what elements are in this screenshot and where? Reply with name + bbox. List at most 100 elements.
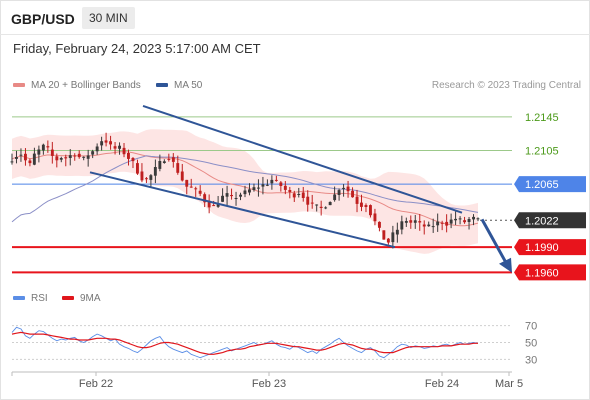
candle-body — [100, 141, 104, 146]
channel-upper-line — [142, 104, 463, 214]
candle-body — [378, 221, 381, 228]
candle-body — [257, 187, 260, 189]
candle-body — [167, 158, 171, 160]
candle-body — [440, 222, 444, 224]
candle-body — [185, 179, 189, 187]
candle-body — [46, 146, 50, 148]
candle-body — [315, 204, 319, 206]
x-tick-label-Feb-22: Feb 22 — [79, 378, 113, 390]
candle-body — [212, 205, 216, 207]
price-tag-bg-1.1990 — [514, 239, 586, 256]
candle-body — [239, 194, 242, 197]
instrument-pair: GBP/USD — [11, 11, 75, 27]
x-tick-label-Mar-5: Mar 5 — [495, 378, 523, 390]
candle-body — [476, 218, 480, 220]
candle-body — [342, 187, 345, 189]
candle-body — [306, 196, 310, 205]
candle-body — [261, 184, 265, 187]
candle-body — [463, 220, 466, 223]
candle-body — [230, 195, 233, 197]
rsi-ma9-line — [11, 331, 478, 355]
candle-body — [310, 202, 314, 204]
rsi-tick-30: 30 — [525, 354, 537, 366]
candle-body — [283, 185, 287, 190]
candle-body — [207, 200, 211, 208]
rsi-tick-50: 50 — [525, 338, 537, 350]
candle-body — [149, 175, 153, 180]
candle-body — [418, 221, 422, 223]
candle-body — [355, 196, 359, 204]
candle-body — [364, 205, 368, 207]
channel-lower-line — [89, 171, 396, 249]
candle-body — [449, 219, 453, 224]
candle-body — [292, 193, 296, 198]
candle-body — [324, 207, 328, 209]
candle-body — [176, 163, 180, 173]
candle-body — [409, 220, 413, 223]
candle-body — [404, 221, 408, 223]
candle-body — [445, 221, 449, 226]
candle-body — [252, 187, 256, 190]
candle-body — [360, 202, 363, 207]
ma20-legend-label: MA 20 + Bollinger Bands — [31, 80, 141, 91]
rsi-tick-70: 70 — [525, 321, 537, 333]
candle-body — [351, 190, 354, 198]
candle-body — [395, 229, 399, 235]
chart-header: GBP/USD 30 MIN — [0, 0, 590, 35]
price-tag-1.2022: 1.2022 — [525, 215, 559, 227]
candle-body — [413, 220, 417, 223]
candle-body — [198, 190, 202, 194]
candle-body — [153, 167, 157, 176]
candle-body — [162, 161, 166, 163]
candle-body — [274, 179, 278, 181]
legend-ma20: MA 20 + Bollinger Bands — [13, 80, 141, 92]
candle-body — [68, 155, 72, 158]
candle-body — [373, 213, 377, 222]
candle-body — [297, 194, 301, 195]
candle-body — [127, 153, 130, 159]
candle-body — [140, 171, 144, 181]
candle-body — [131, 158, 135, 162]
candle-body — [203, 194, 207, 203]
forecast-arrow-head — [499, 257, 512, 273]
price-tag-1.2145: 1.2145 — [525, 112, 559, 124]
ma20-swatch — [13, 83, 25, 88]
candle-body — [41, 144, 45, 151]
candle-body — [122, 147, 126, 155]
candle-body — [328, 202, 332, 206]
candle-body — [136, 163, 139, 174]
ma9-swatch — [62, 296, 74, 301]
legend-9ma: 9MA — [62, 293, 101, 305]
candle-body — [337, 190, 341, 195]
candle-body — [333, 194, 337, 201]
candle-body — [10, 161, 14, 163]
candle-body — [189, 186, 193, 188]
legend-ma50: MA 50 — [156, 80, 202, 92]
candle-body — [73, 155, 77, 157]
candle-body — [180, 171, 184, 181]
price-tag-1.1960: 1.1960 — [525, 267, 559, 279]
candle-body — [243, 190, 247, 195]
rsi-swatch — [13, 296, 25, 301]
candle-body — [19, 154, 23, 156]
x-tick-label-Feb-24: Feb 24 — [425, 378, 459, 390]
timeframe-badge[interactable]: 30 MIN — [82, 7, 135, 29]
price-tag-bg-1.1960 — [514, 264, 586, 281]
candle-body — [118, 145, 121, 149]
candle-body — [301, 192, 305, 198]
candle-body — [82, 156, 86, 158]
candle-body — [270, 179, 274, 184]
price-tag-1.1990: 1.1990 — [525, 242, 559, 254]
candle-body — [59, 158, 63, 160]
candle-body — [91, 151, 95, 155]
candle-body — [265, 184, 269, 186]
candle-body — [104, 140, 108, 143]
candle-body — [467, 219, 471, 222]
candle-body — [221, 195, 224, 202]
rsi-line — [11, 326, 479, 359]
price-tag-bg-1.2022 — [514, 212, 586, 229]
candle-body — [77, 153, 81, 158]
candle-body — [319, 206, 323, 208]
candle-body — [234, 198, 238, 199]
